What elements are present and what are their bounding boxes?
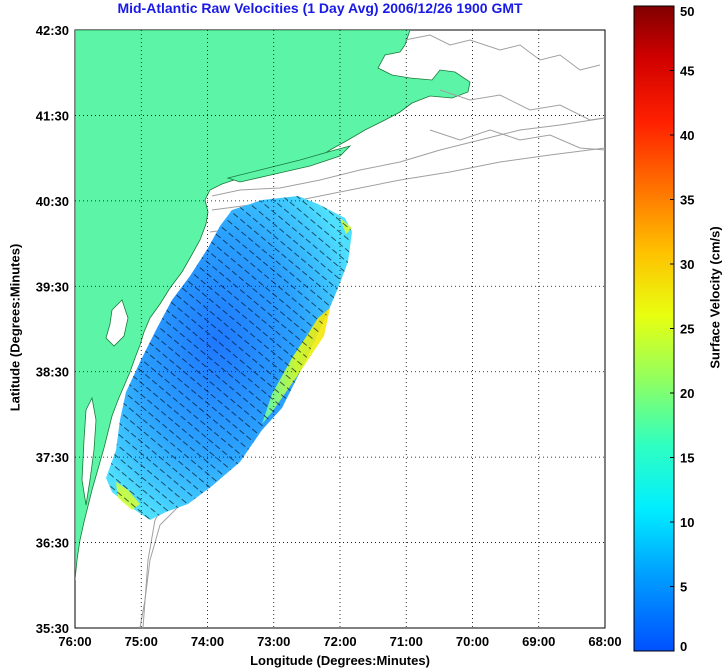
colorbar-tick-label: 0 — [680, 639, 687, 654]
y-tick-label: 39:30 — [36, 279, 69, 294]
colorbar-tick-label: 40 — [680, 128, 694, 143]
delaware-bay — [105, 299, 129, 347]
x-tick-label: 69:00 — [522, 634, 555, 649]
y-tick-label: 42:30 — [36, 23, 69, 38]
y-axis-label: Latitude (Degrees:Minutes) — [7, 243, 23, 412]
colorbar-label: Surface Velocity (cm/s) — [707, 226, 723, 369]
x-tick-labels: 76:00 75:00 74:00 73:00 72:00 71:00 70:00 69:00… — [58, 634, 621, 649]
y-tick-label: 41:30 — [36, 108, 69, 123]
x-tick-label: 76:00 — [58, 634, 91, 649]
y-tick-label: 40:30 — [36, 194, 69, 209]
colorbar-tick-label: 25 — [680, 322, 694, 337]
long-island — [226, 145, 352, 183]
colorbar-tick-label: 5 — [680, 580, 687, 595]
colorbar — [633, 5, 675, 652]
colorbar-tick-label: 45 — [680, 64, 694, 79]
colorbar-tick-label: 50 — [680, 4, 694, 19]
x-tick-label: 75:00 — [125, 634, 158, 649]
y-tick-label: 36:30 — [36, 536, 69, 551]
x-tick-label: 71:00 — [390, 634, 423, 649]
y-tick-labels: 42:30 41:30 40:30 39:30 38:30 37:30 36:30 35:30 — [36, 23, 69, 636]
x-tick-label: 72:00 — [323, 634, 356, 649]
x-tick-label: 74:00 — [191, 634, 224, 649]
land-mass — [75, 30, 471, 581]
x-tick-label: 70:00 — [456, 634, 489, 649]
colorbar-tick-label: 15 — [680, 451, 694, 466]
x-tick-label: 73:00 — [257, 634, 290, 649]
colorbar-tick-label: 35 — [680, 193, 694, 208]
velocity-vectors — [106, 196, 352, 520]
y-tick-label: 37:30 — [36, 450, 69, 465]
y-tick-label: 38:30 — [36, 365, 69, 380]
colorbar-tick-label: 20 — [680, 386, 694, 401]
x-axis-label: Longitude (Degrees:Minutes) — [250, 653, 430, 668]
colorbar-tick-labels: 0 5 10 15 20 25 30 35 40 45 50 — [670, 4, 694, 654]
colorbar-tick-label: 30 — [680, 257, 694, 272]
colorbar-tick-label: 10 — [680, 515, 694, 530]
chesapeake-bay — [81, 396, 97, 506]
y-tick-label: 35:30 — [36, 621, 69, 636]
map-title: Mid-Atlantic Raw Velocities (1 Day Avg) … — [117, 0, 523, 16]
x-tick-label: 68:00 — [588, 634, 621, 649]
grid-lines — [75, 30, 605, 628]
